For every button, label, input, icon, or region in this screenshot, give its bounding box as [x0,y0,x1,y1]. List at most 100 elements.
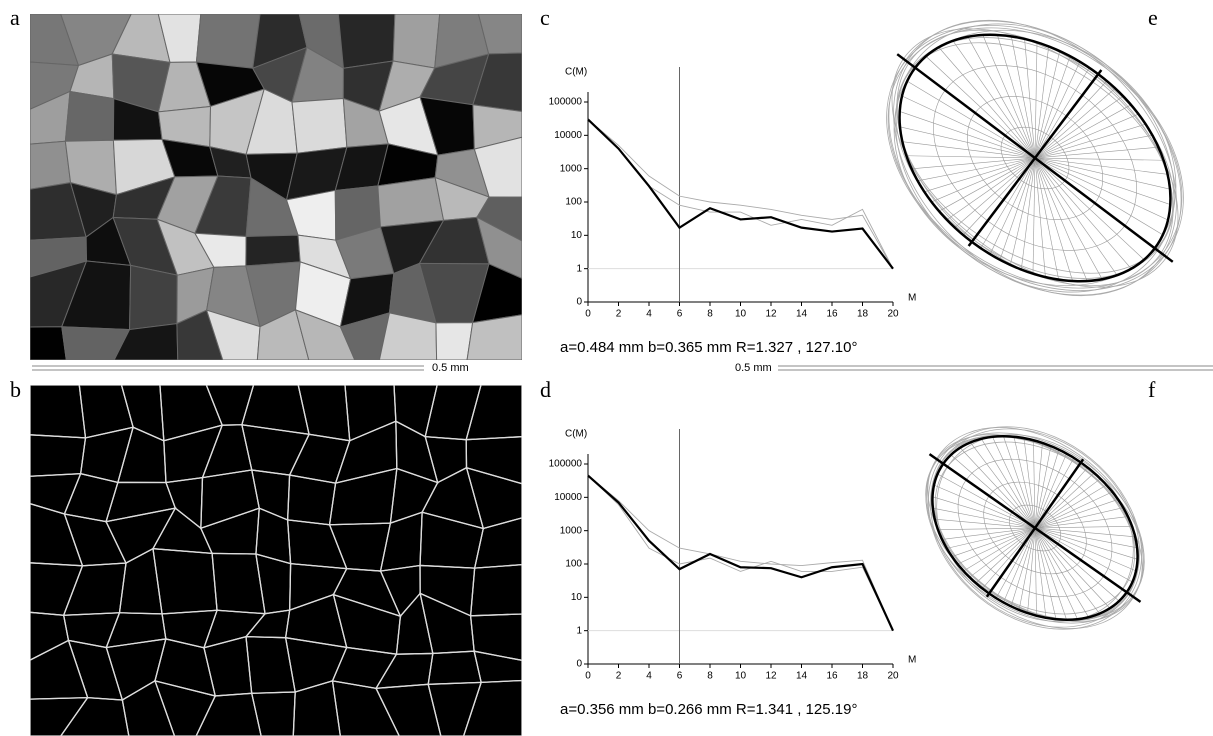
grain [476,216,522,279]
series-line [587,118,894,270]
grain-boundary [473,650,522,684]
x-tick-label: 20 [887,309,899,320]
series-line [587,119,894,269]
grain-boundary [465,436,522,485]
grain-boundary [331,680,400,736]
x-tick-label: 8 [707,309,713,320]
panel-label: e [1148,5,1158,30]
grain-boundary [462,679,522,736]
grain [129,264,178,331]
ellipse [893,19,1177,297]
x-tick-label: 16 [826,671,838,682]
caption: a=0.484 mm b=0.365 mm R=1.327 , 127.10° [560,339,857,356]
x-tick-label: 12 [765,309,777,320]
x-tick-label: 8 [707,671,713,682]
grain [30,326,67,360]
grain-image [30,14,522,360]
grain-boundary [153,679,217,736]
grain [392,14,441,69]
grain [245,234,301,267]
x-tick-label: 18 [857,671,869,682]
ellipse [932,434,1138,622]
y-tick-label: 10 [571,230,583,241]
x-tick-label: 14 [796,671,808,682]
y-tick-label: 0 [576,297,582,308]
scale-bar [778,365,1213,371]
grain-boundary [195,692,262,736]
x-tick-label: 10 [735,671,747,682]
grain [473,136,522,198]
y-tick-label: 1000 [560,163,583,174]
grain [472,52,522,113]
grain [195,14,261,69]
minor-axis [985,458,1085,598]
minor-axis [967,69,1103,247]
grain [476,196,522,242]
panel-label: f [1148,377,1156,402]
series-line [587,475,894,631]
ellipse-diagram [925,426,1145,630]
scale-bar-label: 0.5 mm [735,362,772,374]
x-tick-label: 18 [857,309,869,320]
y-tick-label: 0 [576,659,582,670]
grain-boundary [465,466,522,530]
y-tick-label: 10000 [554,492,582,503]
x-tick-label: 16 [826,309,838,320]
grain [472,104,522,150]
grain [176,309,224,360]
y-tick-label: 1 [576,263,582,274]
grain-boundary [59,696,130,736]
x-tick-label: 12 [765,671,777,682]
x-tick-label: 4 [646,309,652,320]
y-tick-label: 100000 [549,459,583,470]
ellipse [926,427,1144,629]
ellipse [896,29,1174,287]
ellipse-diagram [886,19,1184,297]
grain [378,312,438,360]
series-line [587,474,895,632]
grain-boundary [427,681,483,736]
grain [294,309,356,360]
y-tick-label: 10 [571,592,583,603]
x-tick-label: 0 [585,671,591,682]
panel-label: c [540,5,550,30]
grain-boundary [469,563,522,617]
x-axis-label: M [908,655,916,666]
y-axis-label: C(M) [565,67,587,78]
ellipse [928,426,1142,630]
grain [256,309,310,360]
grain [477,14,522,55]
grain [30,140,72,190]
panel-label: d [540,377,551,402]
x-tick-label: 10 [735,309,747,320]
grain [466,314,522,360]
grain [337,14,396,69]
scale-bar-label: 0.5 mm [432,362,469,374]
x-tick-label: 2 [616,671,622,682]
grain-boundary [465,385,522,441]
grain [471,263,522,324]
y-tick-label: 10000 [554,130,582,141]
x-tick-label: 6 [677,309,683,320]
panel-label: b [10,377,21,402]
x-tick-label: 6 [677,671,683,682]
grain-boundary [375,683,442,736]
x-axis-label: M [908,293,916,304]
scale-bar [32,365,424,371]
x-tick-label: 0 [585,309,591,320]
y-tick-label: 100000 [549,97,583,108]
grain [291,97,348,154]
x-tick-label: 4 [646,671,652,682]
ellipse [891,28,1179,288]
x-tick-label: 20 [887,671,899,682]
y-tick-label: 100 [565,559,582,570]
x-tick-label: 14 [796,309,808,320]
grain [61,326,131,360]
grain-boundaries [30,385,522,736]
grain [377,177,445,228]
caption: a=0.356 mm b=0.266 mm R=1.341 , 125.19° [560,701,857,718]
grain-boundary [469,613,522,662]
boundary-map [30,385,522,736]
ellipse [925,436,1145,620]
